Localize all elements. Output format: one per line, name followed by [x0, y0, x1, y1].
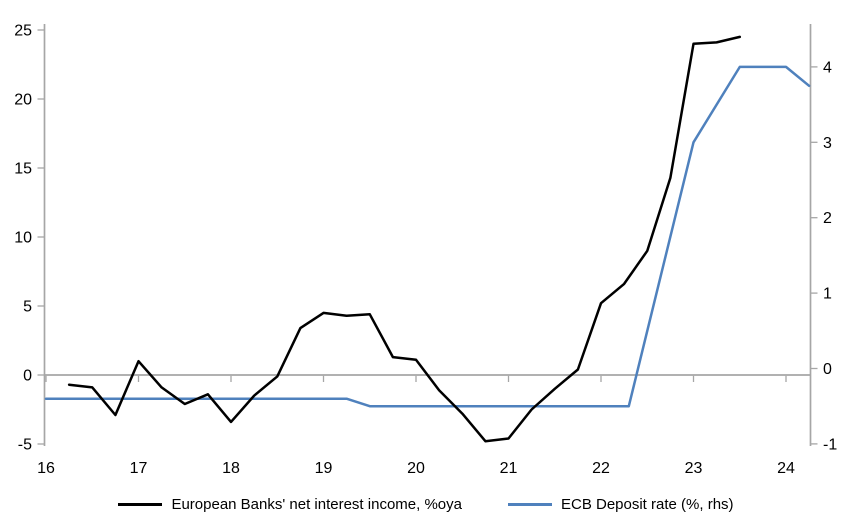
x-axis-tick-label: 17 [130, 460, 148, 477]
legend: European Banks' net interest income, %oy… [0, 492, 852, 516]
right-axis-tick-label: 4 [823, 59, 832, 76]
x-axis-tick-label: 16 [37, 460, 55, 477]
nii-legend-label: European Banks' net interest income, %oy… [171, 495, 462, 513]
x-axis-tick-label: 23 [685, 460, 703, 477]
left-axis-tick-label: 5 [23, 299, 32, 316]
right-axis-tick-label: 2 [823, 210, 832, 227]
left-axis-tick-label: 0 [23, 368, 32, 385]
ecb-series-line [44, 65, 811, 408]
x-axis-tick-label: 19 [315, 460, 333, 477]
legend-item-nii: European Banks' net interest income, %oy… [118, 496, 462, 513]
left-axis-tick-label: 20 [14, 92, 32, 109]
x-axis-tick-label: 20 [407, 460, 425, 477]
right-axis-tick-label: 3 [823, 135, 832, 152]
axes-layer [37, 24, 818, 446]
left-axis-tick-label: 10 [14, 230, 32, 247]
right-axis-tick-label: 0 [823, 361, 832, 378]
x-axis-tick-label: 24 [777, 460, 795, 477]
x-axis-tick-label: 18 [222, 460, 240, 477]
left-axis-tick-label: 15 [14, 161, 32, 178]
left-axis-tick-label: -5 [18, 437, 32, 454]
legend-item-ecb: ECB Deposit rate (%, rhs) [507, 495, 734, 513]
ecb-line-sample [507, 502, 552, 506]
x-axis-tick-label: 21 [500, 460, 518, 477]
right-axis-tick-label: 1 [823, 286, 832, 303]
nii-line-sample [118, 502, 163, 506]
ecb-legend-label: ECB Deposit rate (%, rhs) [560, 495, 734, 513]
x-axis-tick-label: 22 [592, 460, 610, 477]
right-axis-tick-label: -1 [823, 436, 837, 453]
series-layer [44, 35, 811, 443]
nii-series-line [67, 35, 742, 443]
left-axis-tick-label: 25 [14, 23, 32, 40]
